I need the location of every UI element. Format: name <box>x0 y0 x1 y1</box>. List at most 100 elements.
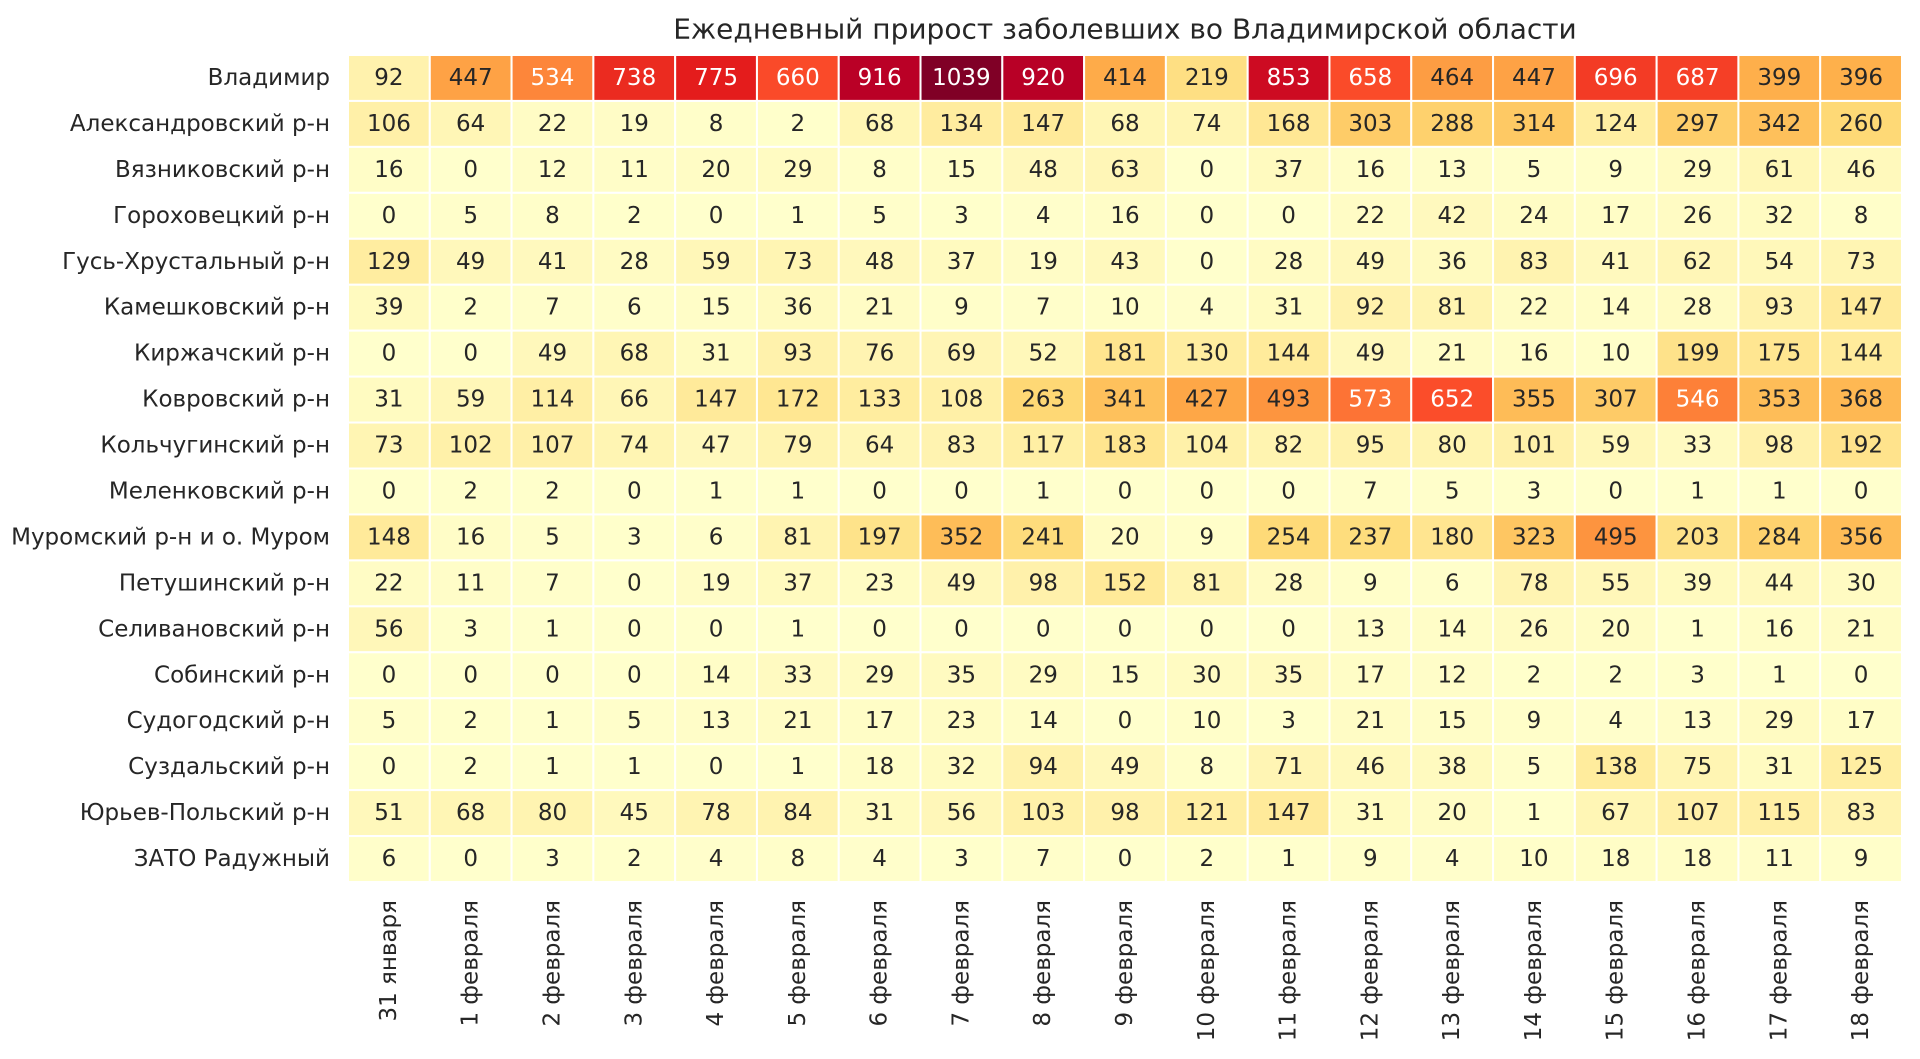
cell-label: 8 <box>1854 203 1869 229</box>
cell-label: 35 <box>1274 662 1303 688</box>
cell-label: 7 <box>1036 846 1051 872</box>
heat-cell <box>919 467 1004 516</box>
cell-label: 22 <box>1519 295 1548 321</box>
heat-cell <box>428 559 513 608</box>
cell-label: 18 <box>1683 846 1712 872</box>
cell-label: 75 <box>1683 754 1712 780</box>
cell-label: 29 <box>1683 157 1712 183</box>
cell-label: 16 <box>456 524 485 550</box>
heat-cell <box>592 513 677 562</box>
row-label: Александровский р-н <box>70 111 330 137</box>
heat-cell <box>1246 99 1331 148</box>
cell-label: 342 <box>1757 111 1801 137</box>
heat-cell <box>1573 835 1658 883</box>
cell-label: 147 <box>1021 111 1065 137</box>
heat-cell <box>347 605 431 654</box>
cell-label: 447 <box>1512 65 1556 91</box>
row-label: Меленковский р-н <box>109 478 330 504</box>
cell-label: 11 <box>620 157 649 183</box>
cell-label: 219 <box>1185 65 1229 91</box>
cell-label: 8 <box>545 203 560 229</box>
cell-label: 49 <box>947 570 976 596</box>
cell-label: 0 <box>1281 203 1296 229</box>
cell-label: 19 <box>1029 249 1058 275</box>
cell-label: 83 <box>1519 249 1548 275</box>
cell-label: 853 <box>1267 65 1311 91</box>
cell-label: 21 <box>1846 616 1875 642</box>
cell-label: 133 <box>858 387 902 413</box>
cell-label: 254 <box>1267 524 1311 550</box>
cell-label: 323 <box>1512 524 1556 550</box>
cell-label: 33 <box>783 662 812 688</box>
cell-label: 124 <box>1594 111 1638 137</box>
heat-cell <box>1819 237 1904 286</box>
cell-label: 64 <box>456 111 485 137</box>
cell-label: 22 <box>538 111 567 137</box>
cell-label: 0 <box>545 662 560 688</box>
cell-label: 29 <box>865 662 894 688</box>
cell-label: 16 <box>374 157 403 183</box>
cell-label: 0 <box>1199 478 1214 504</box>
cell-label: 31 <box>865 800 894 826</box>
cell-label: 2 <box>463 295 478 321</box>
heat-cell <box>1328 283 1413 332</box>
heat-cell <box>837 145 922 194</box>
cell-label: 147 <box>1839 295 1883 321</box>
cell-label: 49 <box>1356 249 1385 275</box>
cell-label: 24 <box>1519 203 1548 229</box>
heat-cell <box>1573 145 1658 194</box>
cell-label: 9 <box>1363 570 1378 596</box>
cell-label: 658 <box>1348 65 1392 91</box>
heat-cell <box>347 329 431 378</box>
heat-cell <box>1573 513 1658 562</box>
heat-cell <box>428 605 513 654</box>
heat-cell <box>1328 237 1413 286</box>
heat-cell <box>1328 145 1413 194</box>
cell-label: 78 <box>701 800 730 826</box>
heat-cell <box>1655 99 1740 148</box>
cell-label: 43 <box>1110 249 1139 275</box>
cell-label: 0 <box>627 478 642 504</box>
heat-cell <box>347 559 431 608</box>
heat-cell <box>1246 513 1331 562</box>
heat-cell <box>1655 467 1740 516</box>
heat-cell <box>592 99 677 148</box>
heat-cell <box>1573 651 1658 700</box>
heat-cell <box>1737 513 1822 562</box>
heat-cell <box>1001 513 1086 562</box>
heat-cell <box>1492 743 1576 792</box>
cell-label: 51 <box>374 800 403 826</box>
cell-label: 303 <box>1348 111 1392 137</box>
cell-label: 107 <box>1676 800 1720 826</box>
heat-cell <box>510 559 595 608</box>
cell-label: 35 <box>947 662 976 688</box>
heat-cell <box>1083 467 1167 516</box>
heat-cell <box>1246 743 1331 792</box>
cell-label: 3 <box>545 846 560 872</box>
cell-label: 21 <box>783 708 812 734</box>
heat-cell <box>1246 329 1331 378</box>
cell-label: 4 <box>1036 203 1051 229</box>
heat-cell <box>755 329 840 378</box>
cell-label: 534 <box>531 65 575 91</box>
heat-cell <box>1164 467 1249 516</box>
cell-label: 30 <box>1192 662 1221 688</box>
heat-cell <box>1001 283 1086 332</box>
cell-label: 30 <box>1846 570 1875 596</box>
heat-cell <box>919 789 1004 838</box>
heat-cell <box>755 237 840 286</box>
cell-label: 37 <box>783 570 812 596</box>
cell-label: 68 <box>865 111 894 137</box>
cell-label: 687 <box>1676 65 1720 91</box>
cell-label: 39 <box>1683 570 1712 596</box>
heat-cell <box>1164 191 1249 240</box>
heat-cell <box>510 99 595 148</box>
heat-cell <box>592 651 677 700</box>
heat-cell <box>1001 421 1086 470</box>
cell-label: 172 <box>776 387 820 413</box>
heat-cell <box>1819 513 1904 562</box>
column-label: 12 февраля <box>1357 900 1383 1041</box>
cell-label: 495 <box>1594 524 1638 550</box>
column-label: 11 февраля <box>1276 900 1302 1041</box>
heat-cell <box>1246 789 1331 838</box>
